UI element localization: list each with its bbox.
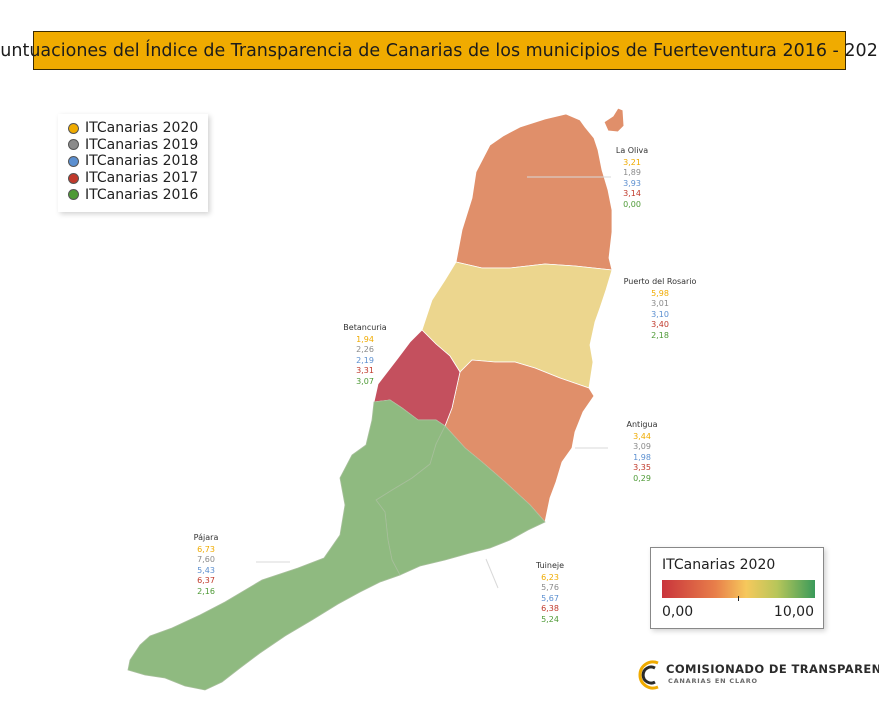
value-2017: 3,35 [633,463,651,472]
value-2019: 2,26 [356,345,374,354]
value-2017: 3,31 [356,366,374,375]
scale-gradient-bar [662,580,815,598]
label-name: La Oliva [615,146,649,155]
value-2017: 3,14 [623,189,641,198]
year-legend: ITCanarias 2020 ITCanarias 2019 ITCanari… [58,114,208,212]
value-2019: 7,60 [197,555,215,564]
legend-dot-2020 [68,122,79,134]
legend-label-2017: ITCanarias 2017 [85,170,199,187]
label-antigua: Antigua 3,44 3,09 1,98 3,35 0,29 [620,420,664,484]
comisionado-logo: COMISIONADO DE TRANSPARENCIA CANARIAS EN… [634,657,879,693]
value-2019: 5,76 [541,583,559,592]
legend-label-2018: ITCanarias 2018 [85,153,199,170]
label-name: Antigua [626,420,658,429]
legend-item-2020[interactable]: ITCanarias 2020 [68,120,208,137]
value-2017: 6,38 [541,604,559,613]
value-2020: 3,44 [633,431,651,441]
logo-subtitle: CANARIAS EN CLARO [668,677,758,685]
value-2018: 3,93 [623,178,641,188]
scale-marker [738,596,739,601]
value-2016: 2,18 [651,330,669,340]
region-la-oliva[interactable] [455,113,613,271]
color-scale-legend: ITCanarias 2020 0,00 10,00 [650,547,824,629]
legend-dot-2017 [68,172,79,184]
value-2016: 5,24 [541,614,559,624]
value-2016: 2,16 [197,586,215,596]
value-2018: 1,98 [633,452,651,462]
legend-dot-2018 [68,155,79,167]
label-pajara: Pájara 6,73 7,60 5,43 6,37 2,16 [186,533,226,597]
value-2020: 3,21 [623,157,641,167]
leader-tuineje [485,558,499,589]
value-2017: 6,37 [197,576,215,585]
label-name: Tuineje [535,561,565,570]
region-pajara[interactable] [127,399,446,691]
value-2019: 1,89 [623,168,641,177]
value-2018: 5,67 [541,593,559,603]
value-2020: 6,23 [541,572,559,582]
value-2016: 3,07 [356,376,374,386]
scale-min-label: 0,00 [662,604,694,620]
value-2016: 0,00 [623,199,641,209]
legend-label-2020: ITCanarias 2020 [85,120,199,137]
value-2017: 3,40 [651,320,669,329]
value-2020: 1,94 [356,334,374,344]
legend-item-2019[interactable]: ITCanarias 2019 [68,137,208,154]
logo-c-icon [638,660,659,690]
label-name: Betancuria [343,323,387,332]
value-2019: 3,09 [633,442,651,451]
value-2020: 6,73 [197,544,215,554]
label-la-oliva: La Oliva 3,21 1,89 3,93 3,14 0,00 [610,146,654,210]
value-2020: 5,98 [651,288,669,298]
label-puerto-del-rosario: Puerto del Rosario 5,98 3,01 3,10 3,40 2… [618,277,702,341]
value-2018: 2,19 [356,355,374,365]
lobos-islet [603,107,625,133]
value-2019: 3,01 [651,299,669,308]
label-tuineje: Tuineje 6,23 5,76 5,67 6,38 5,24 [528,561,572,625]
legend-item-2016[interactable]: ITCanarias 2016 [68,186,208,203]
value-2016: 0,29 [633,473,651,483]
legend-dot-2016 [68,189,79,201]
logo-title: COMISIONADO DE TRANSPARENCIA [666,662,879,676]
legend-label-2016: ITCanarias 2016 [85,186,199,203]
label-name: Pájara [193,533,219,542]
value-2018: 3,10 [651,309,669,319]
legend-label-2019: ITCanarias 2019 [85,136,199,153]
map-title: Puntuaciones del Índice de Transparencia… [0,31,879,70]
value-2018: 5,43 [197,565,215,575]
label-betancuria: Betancuria 1,94 2,26 2,19 3,31 3,07 [340,323,390,387]
label-name: Puerto del Rosario [623,277,697,286]
legend-dot-2019 [68,139,79,151]
legend-item-2018[interactable]: ITCanarias 2018 [68,153,208,170]
scale-title: ITCanarias 2020 [662,557,776,573]
legend-item-2017[interactable]: ITCanarias 2017 [68,170,208,187]
scale-max-label: 10,00 [773,604,814,620]
